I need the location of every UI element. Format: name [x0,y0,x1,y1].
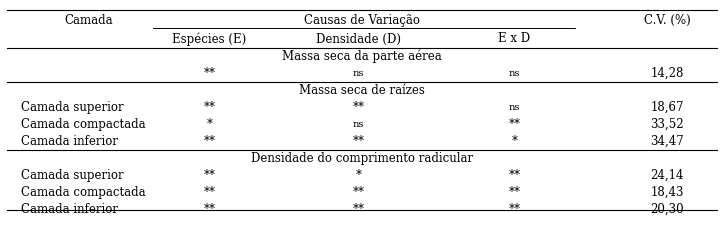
Text: **: ** [508,186,521,199]
Text: **: ** [203,203,216,216]
Text: **: ** [203,169,216,182]
Text: **: ** [508,203,521,216]
Text: 20,30: 20,30 [650,203,684,216]
Text: 34,47: 34,47 [650,135,684,148]
Text: ns: ns [353,120,364,129]
Text: Camada inferior: Camada inferior [22,135,119,148]
Text: E x D: E x D [499,32,531,46]
Text: **: ** [353,186,364,199]
Text: *: * [512,135,518,148]
Text: Causas de Variação: Causas de Variação [304,14,420,28]
Text: 14,28: 14,28 [650,67,683,80]
Text: ns: ns [509,69,521,78]
Text: Camada compactada: Camada compactada [22,186,146,199]
Text: Densidade do comprimento radicular: Densidade do comprimento radicular [251,152,473,165]
Text: Massa seca da parte aérea: Massa seca da parte aérea [282,49,442,63]
Text: **: ** [353,135,364,148]
Text: **: ** [508,118,521,131]
Text: Camada compactada: Camada compactada [22,118,146,131]
Text: **: ** [353,101,364,114]
Text: Densidade (D): Densidade (D) [316,32,401,46]
Text: 24,14: 24,14 [650,169,684,182]
Text: Espécies (E): Espécies (E) [172,32,247,46]
Text: 33,52: 33,52 [650,118,684,131]
Text: **: ** [203,67,216,80]
Text: Camada inferior: Camada inferior [22,203,119,216]
Text: **: ** [353,203,364,216]
Text: **: ** [203,135,216,148]
Text: ns: ns [353,69,364,78]
Text: C.V. (%): C.V. (%) [644,14,691,28]
Text: Camada: Camada [64,14,113,28]
Text: Massa seca de raízes: Massa seca de raízes [299,84,425,97]
Text: ns: ns [509,103,521,112]
Text: **: ** [203,101,216,114]
Text: Camada superior: Camada superior [22,101,124,114]
Text: **: ** [508,169,521,182]
Text: *: * [206,118,212,131]
Text: **: ** [203,186,216,199]
Text: *: * [355,169,361,182]
Text: Camada superior: Camada superior [22,169,124,182]
Text: 18,43: 18,43 [650,186,684,199]
Text: 18,67: 18,67 [650,101,684,114]
